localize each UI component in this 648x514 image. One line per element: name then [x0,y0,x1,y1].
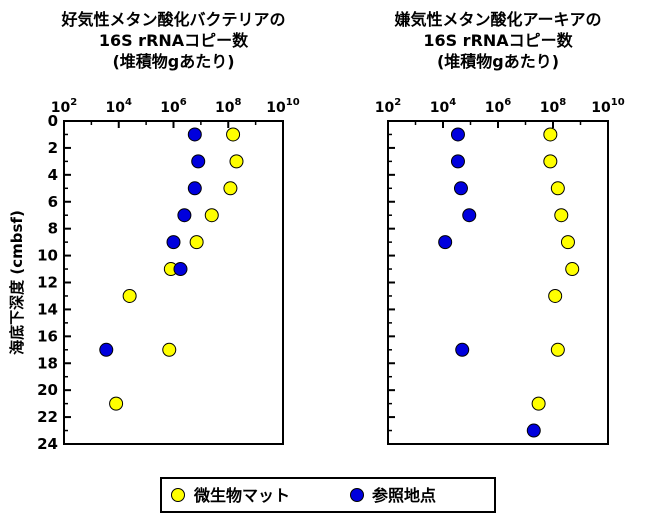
x-tick-exponent: 2 [394,97,401,108]
y-tick-label: 2 [48,139,58,157]
y-tick-label: 14 [37,300,58,318]
x-tick-label: 102 [51,97,77,116]
x-tick-base: 10 [591,100,611,116]
x-tick-label: 108 [540,97,566,116]
chart-title-line-3: (堆積物gあたり) [112,52,234,71]
x-tick-exponent: 4 [449,97,456,108]
data-point-yellow-depth-21 [531,396,546,411]
legend-box [160,477,496,513]
data-point-blue-depth-17 [99,342,114,357]
legend-marker-yellow [171,488,185,502]
data-point-blue-depth-7 [462,208,477,223]
y-tick-label: 0 [48,112,58,130]
x-tick-base: 10 [430,100,450,116]
data-point-blue-depth-9 [166,235,181,250]
y-tick-label: 20 [37,381,58,399]
data-point-yellow-depth-5 [223,181,238,196]
data-point-blue-depth-17 [455,342,470,357]
legend: 微生物マット 参照地点 [160,477,496,513]
y-tick-label: 10 [37,247,58,265]
x-tick-base: 10 [160,100,180,116]
data-point-yellow-depth-7 [204,208,219,223]
x-tick-base: 10 [375,100,395,116]
data-point-blue-depth-3 [450,154,465,169]
y-axis-label: 海底下深度 (cmbsf) [8,210,26,355]
x-tick-label: 1010 [591,97,624,116]
x-tick-exponent: 8 [235,97,242,108]
x-tick-label: 104 [106,97,132,116]
x-tick-label: 108 [215,97,241,116]
x-tick-base: 10 [266,100,286,116]
y-tick-label: 22 [37,408,58,426]
data-point-yellow-depth-1 [543,127,558,142]
data-point-blue-depth-23 [526,423,541,438]
chart-title-line-2: 16S rRNAコピー数 [99,31,249,50]
data-point-yellow-depth-17 [162,342,177,357]
x-tick-exponent: 6 [504,97,511,108]
x-tick-exponent: 10 [286,97,300,108]
x-tick-base: 10 [485,100,505,116]
data-point-yellow-depth-3 [543,154,558,169]
x-tick-base: 10 [215,100,235,116]
plot-frame [63,120,284,445]
x-tick-exponent: 10 [611,97,625,108]
x-tick-label: 106 [485,97,511,116]
data-point-blue-depth-7 [177,208,192,223]
data-point-yellow-depth-1 [226,127,241,142]
x-tick-label: 102 [375,97,401,116]
chart-title-line-1: 嫌気性メタン酸化アーキアの [393,10,601,29]
chart-title-line-2: 16S rRNAコピー数 [423,31,573,50]
y-tick-label: 12 [37,274,58,292]
x-tick-base: 10 [51,100,71,116]
data-point-yellow-depth-13 [548,288,563,303]
x-tick-label: 1010 [266,97,299,116]
data-point-yellow-depth-3 [229,154,244,169]
x-tick-exponent: 6 [180,97,187,108]
x-tick-exponent: 8 [559,97,566,108]
legend-label-yellow: 微生物マット [193,486,290,505]
data-point-yellow-depth-7 [554,208,569,223]
y-tick-label: 24 [37,435,58,453]
data-point-yellow-depth-11 [565,262,580,277]
chart-title-line-1: 好気性メタン酸化バクテリアの [60,10,285,29]
data-point-yellow-depth-5 [550,181,565,196]
x-tick-base: 10 [540,100,560,116]
data-point-yellow-depth-9 [189,235,204,250]
data-point-yellow-depth-17 [550,342,565,357]
data-point-blue-depth-5 [453,181,468,196]
data-point-blue-depth-11 [173,262,188,277]
chart-title-line-3: (堆積物gあたり) [437,52,559,71]
x-tick-base: 10 [106,100,126,116]
legend-marker-blue [350,488,364,502]
data-point-blue-depth-5 [187,181,202,196]
data-point-yellow-depth-13 [122,288,137,303]
data-point-yellow-depth-9 [560,235,575,250]
x-tick-label: 106 [160,97,186,116]
y-tick-label: 4 [48,166,58,184]
x-tick-exponent: 2 [70,97,77,108]
y-tick-label: 6 [48,193,58,211]
y-tick-label: 8 [48,220,58,238]
x-tick-label: 104 [430,97,456,116]
data-point-blue-depth-9 [438,235,453,250]
data-point-blue-depth-1 [187,127,202,142]
legend-label-blue: 参照地点 [372,486,436,505]
data-point-blue-depth-1 [450,127,465,142]
x-tick-exponent: 4 [125,97,132,108]
data-point-yellow-depth-21 [109,396,124,411]
data-point-blue-depth-3 [191,154,206,169]
y-tick-label: 18 [37,354,58,372]
y-tick-label: 16 [37,327,58,345]
plot-frame [387,120,609,445]
